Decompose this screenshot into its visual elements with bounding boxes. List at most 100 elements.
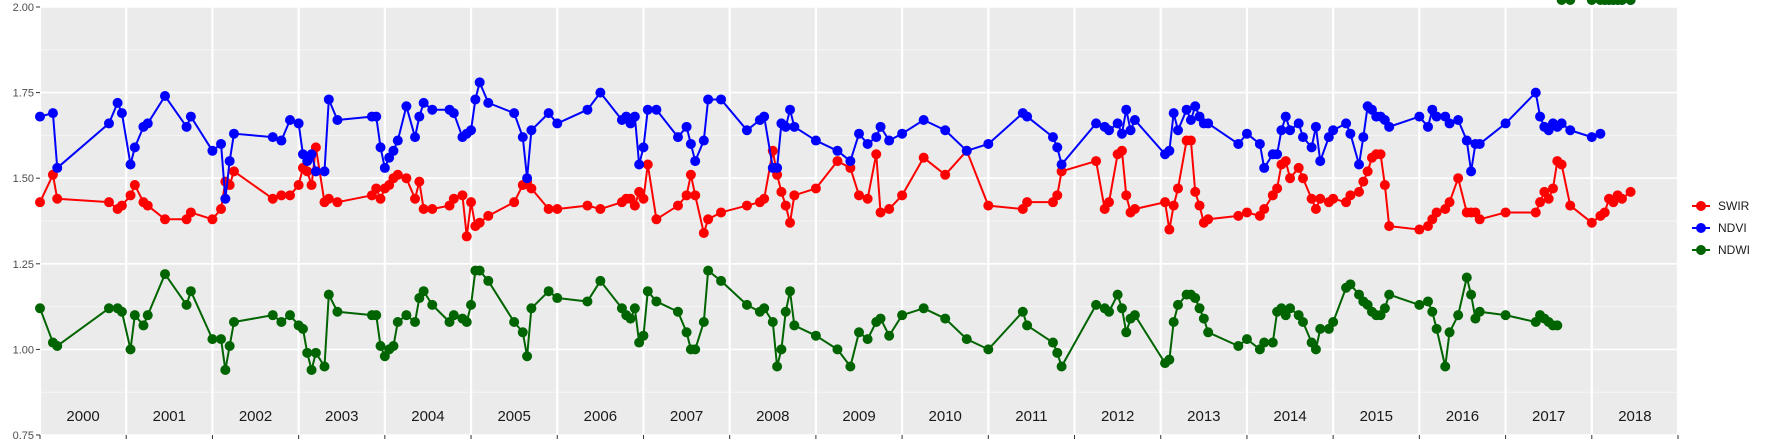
data-point-swir (1565, 200, 1576, 211)
data-point-ndvi (129, 142, 140, 153)
data-point-ndvi (1254, 138, 1265, 149)
data-point-ndwi (703, 265, 714, 276)
data-point-swir (448, 193, 459, 204)
data-point-ndvi (35, 111, 45, 122)
data-point-ndwi (375, 340, 386, 351)
data-point-ndwi (918, 303, 929, 314)
data-point-ndvi (1453, 114, 1464, 125)
data-point-ndvi (875, 121, 886, 132)
data-point-swir (940, 169, 951, 180)
data-point-ndwi (1233, 340, 1244, 351)
data-point-ndwi (35, 303, 45, 314)
data-point-swir (427, 204, 438, 215)
data-point-ndwi (319, 361, 330, 372)
year-label: 2006 (584, 408, 617, 425)
data-point-ndvi (1422, 121, 1433, 132)
data-point-swir (1121, 190, 1132, 201)
data-point-ndwi (1586, 0, 1597, 5)
data-point-ndvi (392, 135, 403, 146)
data-point-ndwi (207, 334, 218, 345)
legend-item-ndwi: NDWI (1692, 243, 1750, 257)
data-point-ndvi (595, 87, 606, 98)
data-point-ndvi (427, 104, 438, 115)
data-point-ndwi (1453, 310, 1464, 321)
data-point-swir (1599, 207, 1610, 218)
data-point-ndvi (789, 121, 800, 132)
data-point-ndwi (1379, 303, 1390, 314)
data-point-ndwi (716, 275, 727, 286)
data-point-ndwi (220, 364, 231, 375)
data-point-ndwi (1466, 289, 1477, 300)
year-label: 2008 (756, 408, 789, 425)
data-point-ndwi (772, 361, 783, 372)
data-point-ndvi (52, 162, 63, 173)
data-point-ndvi (1116, 128, 1127, 139)
data-point-ndvi (1241, 128, 1252, 139)
data-point-ndvi (1565, 125, 1576, 136)
data-point-swir (681, 190, 692, 201)
data-point-ndwi (854, 327, 864, 338)
data-point-ndvi (862, 138, 873, 149)
data-point-ndvi (306, 149, 317, 160)
data-point-ndvi (1259, 162, 1270, 173)
year-label: 2018 (1618, 408, 1651, 425)
data-point-ndvi (552, 118, 563, 129)
data-point-ndwi (332, 306, 343, 317)
data-point-swir (1129, 204, 1140, 215)
data-point-ndwi (1190, 293, 1201, 304)
data-point-swir (323, 193, 334, 204)
data-point-ndvi (470, 94, 481, 105)
data-point-ndwi (1440, 361, 1451, 372)
data-point-ndwi (780, 306, 791, 317)
data-point-swir (306, 180, 317, 191)
data-point-ndwi (103, 303, 114, 314)
data-point-ndvi (1104, 125, 1115, 136)
data-point-ndwi (845, 361, 856, 372)
data-point-ndwi (681, 327, 692, 338)
legend-label: NDVI (1718, 221, 1747, 235)
data-point-ndvi (703, 94, 714, 105)
legend-key-point (1696, 201, 1706, 211)
data-point-ndwi (276, 317, 287, 328)
data-point-ndvi (759, 111, 770, 122)
data-point-ndwi (741, 299, 752, 310)
data-point-ndvi (582, 104, 593, 115)
data-point-ndwi (1474, 306, 1485, 317)
data-point-swir (685, 169, 696, 180)
data-point-ndwi (1315, 323, 1326, 334)
data-point-ndvi (125, 159, 136, 170)
data-point-ndwi (297, 323, 308, 334)
data-point-ndvi (785, 104, 796, 115)
data-point-swir (1310, 204, 1321, 215)
data-point-ndwi (1616, 0, 1627, 5)
data-point-ndvi (1474, 138, 1485, 149)
data-point-ndvi (375, 142, 386, 153)
data-point-swir (375, 193, 386, 204)
data-point-ndwi (1241, 334, 1252, 345)
data-point-ndvi (1358, 132, 1369, 143)
year-label: 2011 (1015, 408, 1047, 425)
year-label: 2014 (1273, 408, 1306, 425)
axes: 0.75 1.00 1.25 1.50 1.75 2.00 (13, 2, 1679, 442)
data-point-swir (1104, 197, 1115, 208)
data-point-ndvi (1556, 118, 1567, 129)
data-point-ndvi (1328, 125, 1339, 136)
data-point-swir (392, 169, 403, 180)
y-tick-label: 2.00 (13, 2, 34, 14)
data-point-ndvi (1466, 166, 1477, 177)
year-label: 2000 (66, 408, 99, 425)
data-point-swir (207, 214, 218, 225)
data-point-ndwi (1565, 0, 1576, 5)
data-point-ndwi (1052, 347, 1063, 358)
year-label: 2001 (153, 408, 186, 425)
data-point-ndwi (1116, 303, 1127, 314)
data-point-ndvi (685, 138, 696, 149)
data-point-swir (845, 162, 856, 173)
data-point-ndvi (267, 132, 278, 143)
year-label: 2003 (325, 408, 358, 425)
data-point-ndvi (160, 91, 171, 102)
year-labels: 2000 2001 2002 2003 2004 2005 2006 2007 2008 2009… (66, 408, 1651, 425)
data-point-ndvi (371, 111, 382, 122)
data-point-swir (1185, 135, 1196, 146)
